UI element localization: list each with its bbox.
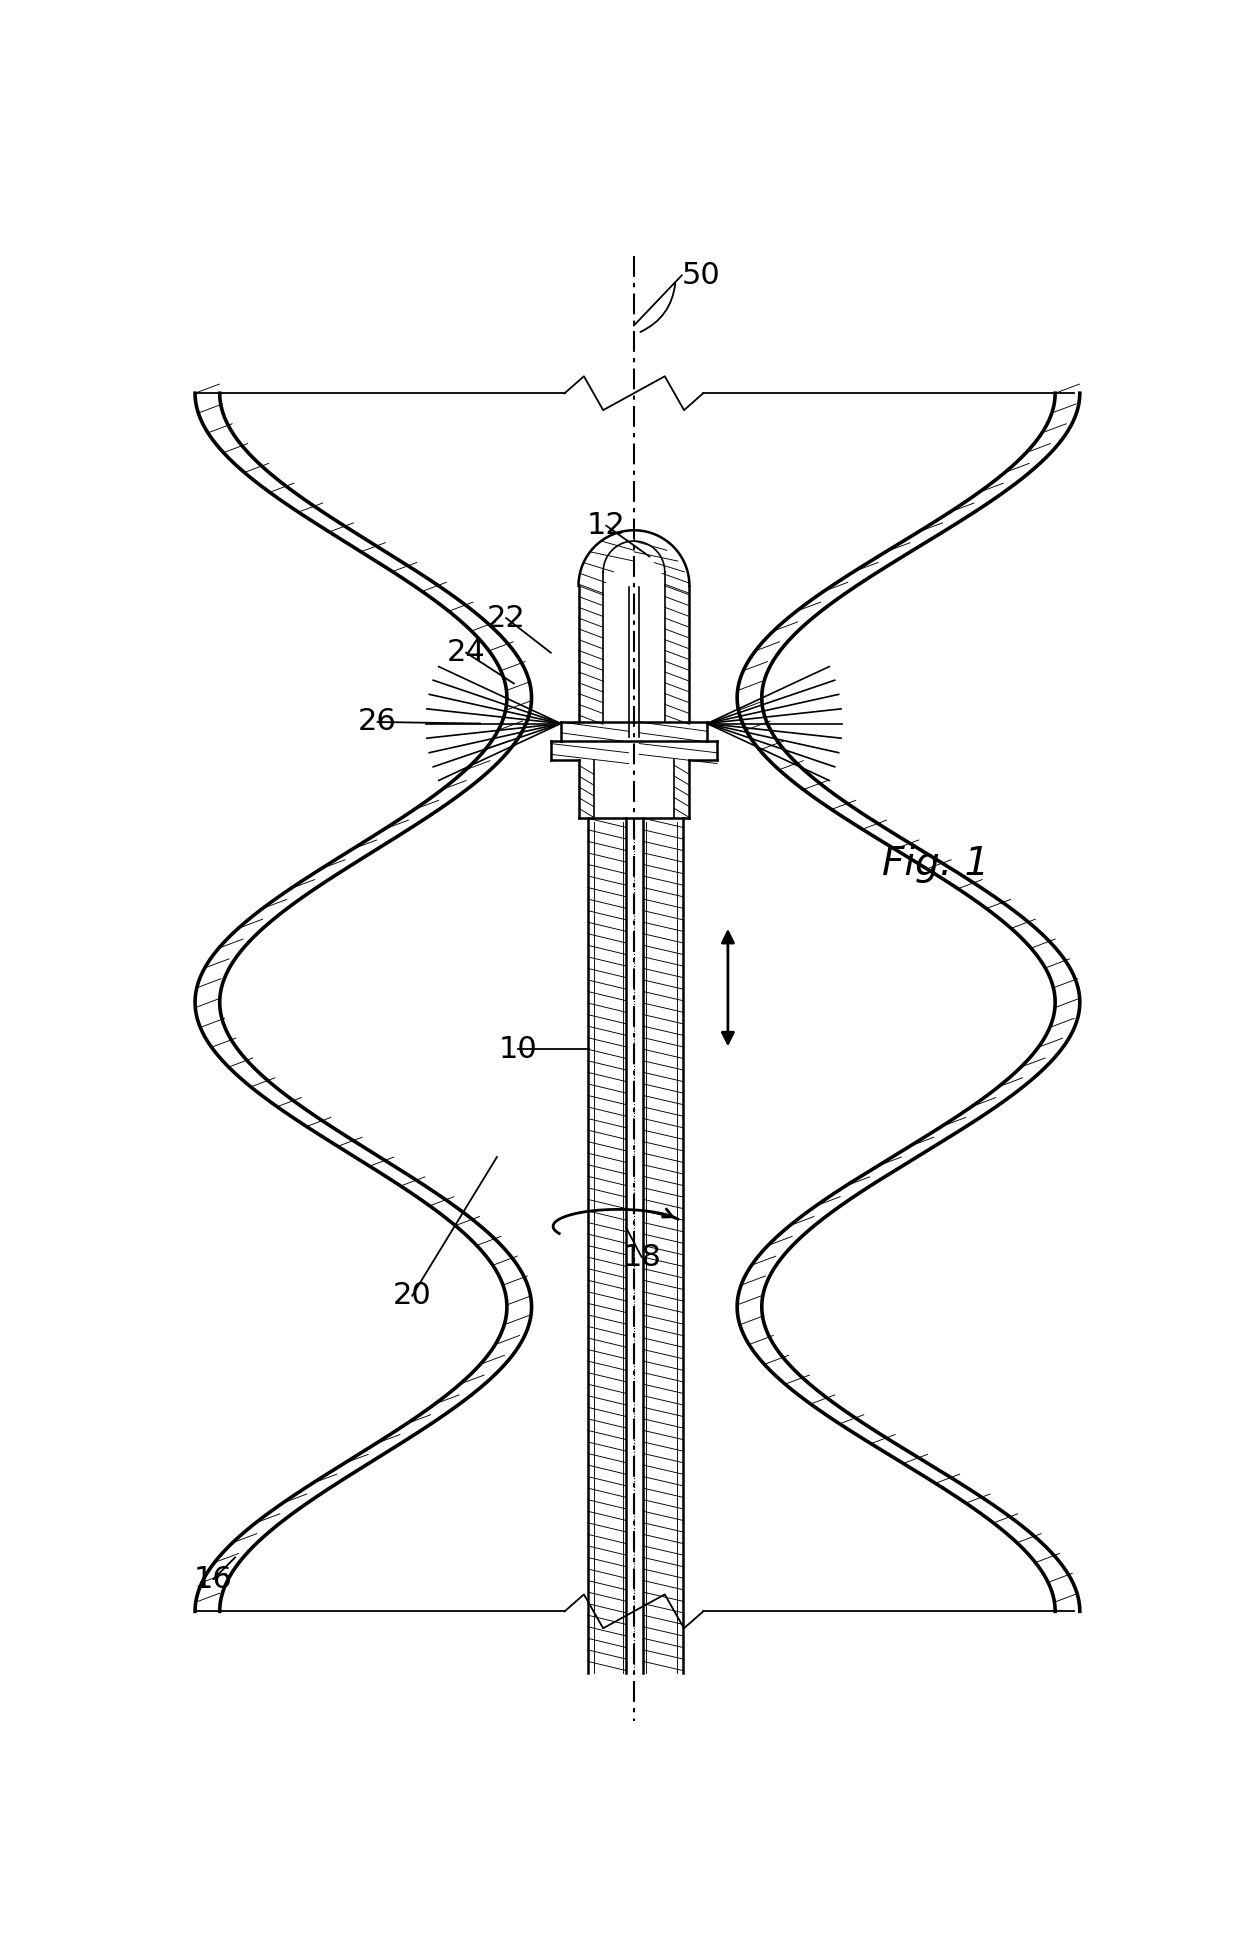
Text: 26: 26 xyxy=(358,707,397,736)
Text: 18: 18 xyxy=(622,1243,661,1272)
Text: 20: 20 xyxy=(393,1282,432,1311)
Text: 50: 50 xyxy=(682,260,720,289)
Text: 10: 10 xyxy=(498,1035,538,1064)
Text: 12: 12 xyxy=(587,511,626,540)
Text: 24: 24 xyxy=(446,639,486,668)
Text: 16: 16 xyxy=(195,1565,233,1594)
Text: Fig. 1: Fig. 1 xyxy=(882,845,990,884)
Text: 22: 22 xyxy=(487,604,526,633)
